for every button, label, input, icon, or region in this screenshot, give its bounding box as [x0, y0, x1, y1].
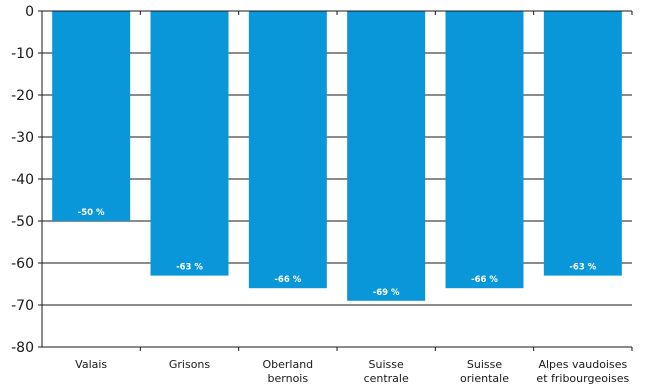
x-tick-label: Grisons — [169, 358, 211, 371]
y-tick-label: -60 — [11, 256, 34, 272]
x-tick-label: Suisse centrale — [364, 358, 409, 385]
bar — [52, 11, 131, 221]
bar — [347, 11, 426, 301]
grid-layer — [42, 52, 632, 306]
y-tick-label: -50 — [11, 214, 34, 230]
data-label: -66 % — [274, 275, 301, 285]
y-tick-label: -20 — [11, 88, 34, 104]
x-tick-label: Suisse orientale — [460, 358, 509, 385]
y-tick-label: -10 — [11, 46, 34, 62]
y-tick-label: -70 — [11, 298, 34, 314]
x-tick-label-line: Grisons — [169, 358, 211, 371]
data-label: -63 % — [569, 263, 596, 273]
y-tick-label: -30 — [11, 130, 34, 146]
x-tick-label-line: Valais — [75, 358, 107, 371]
x-tick-label-line: et fribourgeoises — [536, 372, 629, 385]
data-label: -50 % — [78, 208, 105, 218]
label-layer: 0 -10 -20 -30 -40 -50 -60 -70 -80 -50 % -63 % -66 %… — [11, 4, 629, 385]
bar — [150, 11, 229, 276]
x-tick-label-line: centrale — [364, 372, 409, 385]
x-tick-label: Alpes vaudoises et fribourgeoises — [536, 358, 629, 385]
x-tick-label-line: Oberland — [262, 358, 313, 371]
x-tick-label-line: Suisse — [467, 358, 502, 371]
x-tick-label: Oberland bernois — [262, 358, 313, 385]
y-tick-label: 0 — [25, 4, 34, 20]
x-tick-label-line: bernois — [268, 372, 309, 385]
bar-layer — [52, 11, 622, 301]
x-tick-label-line: Alpes vaudoises — [538, 358, 627, 371]
x-tick-label-line: Suisse — [369, 358, 404, 371]
y-tick-label: -40 — [11, 172, 34, 188]
x-tick-label-line: orientale — [460, 372, 509, 385]
y-tick-label: -80 — [11, 340, 34, 356]
data-label: -63 % — [176, 263, 203, 273]
bar — [445, 11, 524, 289]
axis-layer — [38, 10, 633, 351]
bar — [543, 11, 622, 276]
bar — [248, 11, 327, 289]
data-label: -66 % — [471, 275, 498, 285]
x-tick-label: Valais — [75, 358, 107, 371]
data-label: -69 % — [373, 288, 400, 298]
